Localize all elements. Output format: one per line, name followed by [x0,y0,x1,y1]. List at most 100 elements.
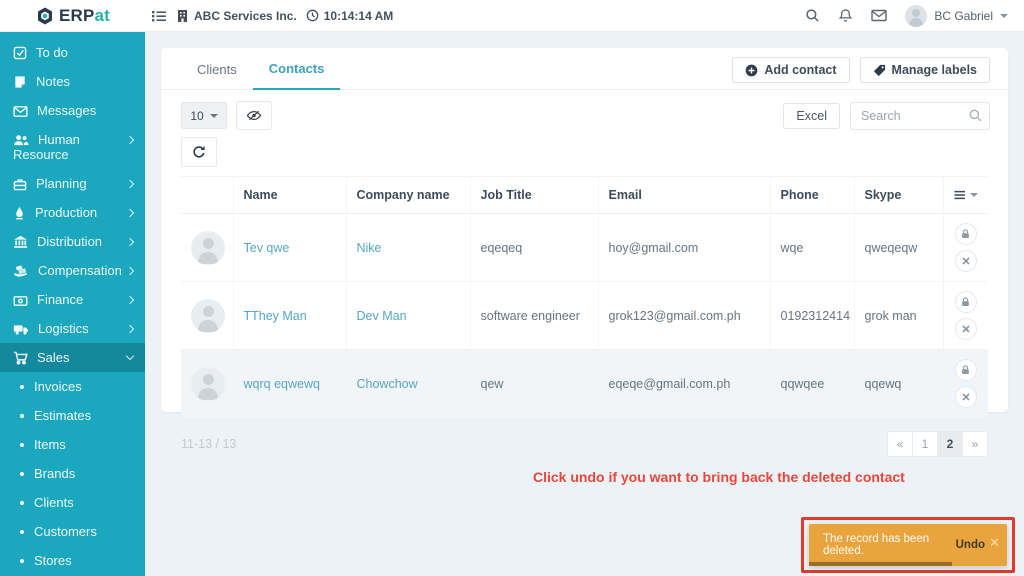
sidebar-item-planning[interactable]: Planning [0,169,145,198]
contact-avatar [191,298,225,333]
sidebar-item-distribution[interactable]: Distribution [0,227,145,256]
sidebar-subitem-items[interactable]: Items [0,430,145,459]
cart-icon [13,351,28,365]
bullet-icon [20,443,24,447]
bullet-icon [20,385,24,389]
sidebar-subitem-clients[interactable]: Clients [0,488,145,517]
sidebar-item-messages[interactable]: Messages [0,96,145,125]
lock-button[interactable] [954,359,977,381]
envelope-icon [13,105,28,118]
user-avatar [905,4,928,27]
sidebar-subitem-estimates[interactable]: Estimates [0,401,145,430]
manage-labels-button[interactable]: Manage labels [859,57,990,83]
plus-circle-icon [745,64,758,77]
sidebar-item-human-resource[interactable]: Human Resource [0,125,145,169]
contact-name-link[interactable]: Tev qwe [243,240,290,255]
sidebar-subitem-invoices[interactable]: Invoices [0,372,145,401]
menu-toggle-icon[interactable] [151,9,167,23]
bullet-icon [20,559,24,563]
add-contact-button[interactable]: Add contact [732,57,850,83]
search-input[interactable] [850,101,990,130]
delete-button[interactable] [954,386,977,408]
header-actions [942,176,988,214]
delete-button[interactable] [954,318,977,340]
chevron-right-icon [125,179,135,189]
pen-icon [13,206,26,220]
check-square-icon [13,46,27,60]
bullet-icon [20,414,24,418]
contact-name-link[interactable]: TThey Man [243,308,307,323]
company-link[interactable]: Dev Man [356,308,407,323]
lock-button[interactable] [954,291,977,313]
chevron-right-icon [125,237,135,247]
table-row[interactable]: wqrq eqwewq Chowchow qew eqeqe@gmail.com… [181,349,988,418]
company-link[interactable]: Chowchow [356,376,418,391]
excel-export-button[interactable]: Excel [783,102,840,129]
user-name: BC Gabriel [934,8,993,23]
user-menu[interactable]: BC Gabriel [905,4,1008,27]
delete-button[interactable] [954,250,977,272]
toast-message: The record has been deleted. [823,533,930,557]
tab-clients[interactable]: Clients [197,62,237,77]
sidebar-item-compensation[interactable]: Compensation [0,256,145,285]
chevron-down-icon [1000,13,1008,18]
logo-icon [35,6,55,26]
header-name[interactable]: Name [232,176,346,214]
table-row[interactable]: TThey Man Dev Man software engineer grok… [181,281,988,350]
sidebar-item-finance[interactable]: Finance [0,285,145,314]
toast-progress-bar [809,562,952,566]
chevron-right-icon [125,208,135,218]
close-icon[interactable]: ✕ [989,535,1000,550]
sidebar-item-todo[interactable]: To do [0,38,145,67]
company-name: ABC Services Inc. [194,8,297,23]
toast-undo-button[interactable]: Undo [955,539,985,551]
chevron-down-icon [970,193,978,197]
tag-icon [873,64,886,77]
current-time: 10:14:14 AM [323,8,394,23]
pagination-page-2[interactable]: 2 [937,431,963,457]
sidebar-subitem-customers[interactable]: Customers [0,517,145,546]
users-icon [13,133,29,147]
chevron-down-icon [209,113,218,118]
refresh-button[interactable] [181,137,217,167]
truck-icon [13,323,29,336]
bullet-icon [20,530,24,534]
mail-icon[interactable] [871,9,888,22]
header-company[interactable]: Company name [345,176,470,214]
column-menu-button[interactable] [953,190,978,200]
tabs-bar: Clients Contacts Add contact Manage labe… [161,48,1008,90]
column-visibility-button[interactable] [236,101,272,130]
topbar: ERPat ABC Services Inc. 10:14:14 AM [0,0,1024,32]
contact-avatar [191,366,225,401]
header-skype[interactable]: Skype [853,176,943,214]
chevron-down-icon [125,351,135,361]
pagination-page-1[interactable]: 1 [912,431,938,457]
app-logo[interactable]: ERPat [0,6,145,26]
briefcase-icon [13,178,27,191]
header-job-title[interactable]: Job Title [469,176,598,214]
sidebar-item-production[interactable]: Production [0,198,145,227]
sidebar-item-logistics[interactable]: Logistics [0,314,145,343]
search-icon[interactable] [805,8,820,23]
sidebar-item-sales[interactable]: Sales [0,343,145,372]
pagination-next-button[interactable]: » [962,431,988,457]
header-avatar [181,176,233,214]
contact-name-link[interactable]: wqrq eqwewq [243,376,320,391]
header-email[interactable]: Email [597,176,770,214]
header-phone[interactable]: Phone [769,176,854,214]
table-controls: 10 Excel [181,101,990,130]
tab-contacts[interactable]: Contacts [252,50,341,90]
clock-display: 10:14:14 AM [306,8,394,23]
main-content: Clients Contacts Add contact Manage labe… [145,32,1024,576]
company-link[interactable]: Nike [356,240,382,255]
sidebar-subitem-stores[interactable]: Stores [0,546,145,575]
lock-button[interactable] [954,223,977,245]
contact-avatar [191,230,225,265]
table-row[interactable]: Tev qwe Nike eqeqeq hoy@gmail.com wqe qw… [181,213,988,282]
pagination-prev-button[interactable]: « [887,431,913,457]
sidebar-subitem-brands[interactable]: Brands [0,459,145,488]
notifications-bell-icon[interactable] [838,8,853,23]
sidebar-item-notes[interactable]: Notes [0,67,145,96]
page-size-select[interactable]: 10 [181,102,227,129]
company-selector[interactable]: ABC Services Inc. [176,9,297,23]
